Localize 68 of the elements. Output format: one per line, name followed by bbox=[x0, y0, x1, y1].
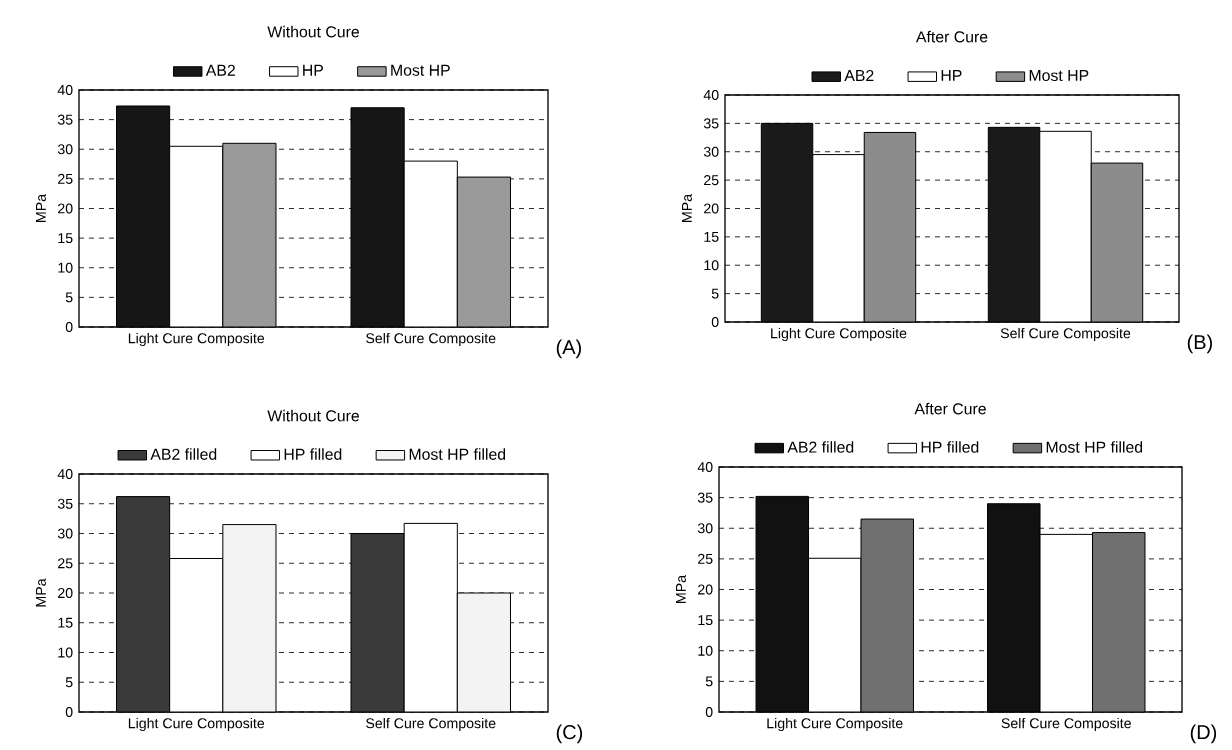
chart-title: After Cure bbox=[914, 402, 986, 415]
y-axis-title: MPa bbox=[682, 193, 692, 222]
y-tick-label: 5 bbox=[711, 288, 719, 299]
x-tick-label: Light Cure Composite bbox=[128, 717, 265, 732]
y-tick-label: 10 bbox=[58, 647, 73, 658]
y-tick-label: 15 bbox=[58, 233, 73, 244]
y-tick-label: 25 bbox=[704, 175, 719, 186]
legend-label: Most HP filled bbox=[409, 448, 506, 460]
y-tick-label: 15 bbox=[698, 615, 713, 626]
legend-label: HP bbox=[941, 69, 962, 81]
x-tick-label: Self Cure Composite bbox=[366, 717, 496, 732]
chart-title: Without Cure bbox=[267, 409, 359, 422]
x-tick-label: Self Cure Composite bbox=[1001, 717, 1131, 732]
y-tick-label: 40 bbox=[697, 462, 713, 473]
y-tick-label: 5 bbox=[65, 677, 73, 688]
y-tick-label: 40 bbox=[57, 469, 73, 480]
legend-label: AB2 bbox=[205, 64, 235, 76]
y-tick-label: 15 bbox=[704, 231, 719, 242]
y-tick-label: 35 bbox=[57, 114, 73, 125]
legend-label: HP filled bbox=[284, 448, 342, 460]
legend-label: Most HP filled bbox=[1046, 441, 1143, 453]
y-tick-label: 35 bbox=[703, 118, 719, 129]
legend-label: Most HP bbox=[391, 64, 450, 76]
legend-label: Most HP bbox=[1029, 69, 1089, 82]
y-tick-label: 35 bbox=[57, 498, 73, 509]
legend-label: HP filled bbox=[921, 441, 979, 453]
y-tick-label: 20 bbox=[58, 588, 73, 599]
y-tick-label: 30 bbox=[697, 523, 713, 534]
y-tick-label: 30 bbox=[57, 144, 73, 155]
y-tick-label: 25 bbox=[698, 553, 713, 564]
text: (C) bbox=[556, 724, 583, 744]
text: (D) bbox=[1190, 724, 1217, 744]
x-tick-label: Light Cure Composite bbox=[767, 717, 903, 732]
y-tick-label: 40 bbox=[57, 84, 73, 95]
y-tick-label: 20 bbox=[704, 203, 719, 214]
y-tick-label: 10 bbox=[698, 645, 713, 656]
legend-label: AB2 filled bbox=[150, 448, 217, 460]
y-tick-label: 35 bbox=[697, 492, 713, 503]
legend-label: HP bbox=[303, 64, 323, 76]
y-tick-label: 0 bbox=[711, 316, 719, 327]
x-tick-label: Self Cure Composite bbox=[366, 332, 496, 347]
y-tick-label: 20 bbox=[58, 203, 73, 214]
y-tick-label: 0 bbox=[705, 707, 713, 718]
chart-title: After Cure bbox=[915, 30, 988, 43]
chart-title: Without Cure bbox=[267, 25, 359, 38]
y-axis-title: MPa bbox=[676, 574, 686, 603]
text: (B) bbox=[1187, 334, 1212, 354]
x-tick-label: Light Cure Composite bbox=[128, 332, 265, 347]
y-tick-label: 5 bbox=[705, 676, 713, 687]
x-tick-label: Self Cure Composite bbox=[1000, 327, 1131, 342]
y-tick-label: 30 bbox=[57, 528, 73, 539]
y-tick-label: 5 bbox=[65, 292, 73, 303]
x-tick-label: Light Cure Composite bbox=[771, 327, 907, 342]
y-axis-title: MPa bbox=[36, 578, 46, 607]
y-tick-label: 15 bbox=[58, 617, 73, 628]
y-tick-label: 25 bbox=[58, 173, 73, 184]
y-tick-label: 10 bbox=[704, 260, 719, 271]
y-tick-label: 40 bbox=[703, 89, 719, 100]
y-tick-label: 20 bbox=[698, 584, 713, 595]
legend-label: AB2 bbox=[844, 69, 874, 81]
text: (A) bbox=[556, 339, 581, 359]
y-tick-label: 10 bbox=[58, 262, 73, 273]
y-axis-title: MPa bbox=[36, 193, 46, 222]
y-tick-label: 30 bbox=[703, 146, 719, 157]
y-tick-label: 0 bbox=[65, 321, 73, 332]
legend-label: AB2 filled bbox=[787, 441, 854, 453]
y-tick-label: 0 bbox=[65, 707, 73, 718]
y-tick-label: 25 bbox=[58, 558, 73, 569]
